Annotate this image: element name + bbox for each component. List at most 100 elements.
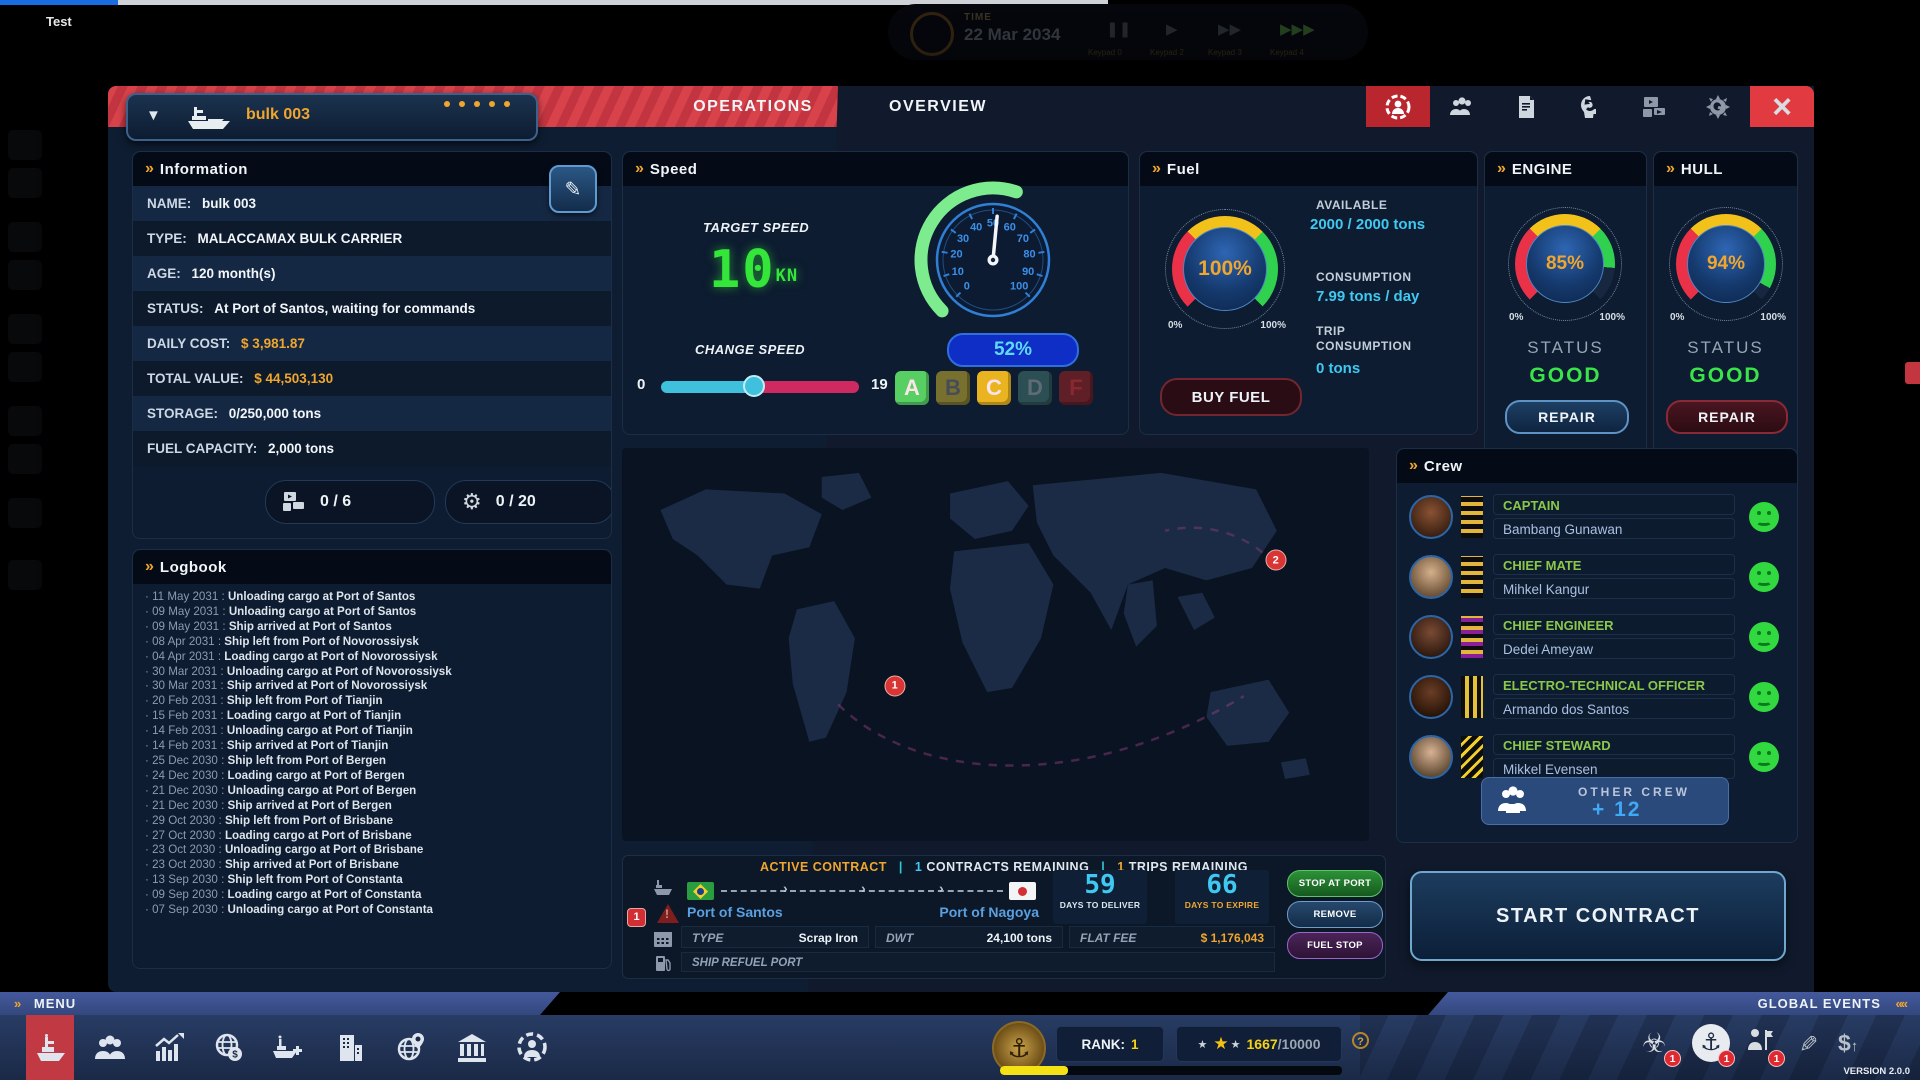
speed-header: » Speed (623, 152, 1128, 186)
crew-member-row[interactable]: ELECTRO-TECHNICAL OFFICER Armando dos Sa… (1397, 673, 1797, 721)
experience-panel: ★ ★ ★ 1667 /10000 (1176, 1026, 1342, 1062)
speed-slider-knob[interactable] (743, 375, 766, 397)
nav-staff-icon[interactable] (86, 1015, 134, 1080)
maintenance-count: 0 / 20 (495, 493, 536, 510)
date-dial-icon (910, 12, 954, 56)
help-icon[interactable]: ? (1352, 1032, 1369, 1049)
crew-role: CAPTAIN (1493, 494, 1735, 515)
advertising-icon[interactable] (1622, 86, 1686, 127)
contracts-icon[interactable] (1494, 86, 1558, 127)
fuel-stop-button[interactable]: FUEL STOP (1287, 932, 1383, 959)
consumption-label: CONSUMPTION (1316, 270, 1412, 284)
crew-member-row[interactable]: CHIEF MATE Mihkel Kangur (1397, 553, 1797, 601)
crew-member-row[interactable]: CAPTAIN Bambang Gunawan (1397, 493, 1797, 541)
alert-count-badge: 1 (1718, 1050, 1735, 1067)
play-icon[interactable]: ▶ (1166, 21, 1178, 38)
pause-icon[interactable]: ❚❚ (1106, 21, 1132, 38)
advertising-counter[interactable]: 0 / 6 (265, 480, 435, 524)
nav-market-icon[interactable]: $ (205, 1015, 253, 1080)
ship-selector-dropdown[interactable]: ▼ bulk 003 (126, 93, 538, 141)
logbook-entry: · 29 Oct 2030 : Ship left from Port of B… (145, 813, 394, 827)
maintenance-icon[interactable] (1686, 86, 1750, 127)
ship-refuel-port-row[interactable]: SHIP REFUEL PORT (681, 952, 1275, 972)
rank-insignia-icon (1461, 736, 1483, 778)
log-date: 07 Sep 2030 (152, 903, 218, 917)
maintenance-counter[interactable]: ⚙ 0 / 20 (445, 480, 611, 524)
warning-triangle-icon (657, 904, 679, 923)
status-value: GOOD (1689, 364, 1762, 387)
info-row: STORAGE: 0/250,000 tons (133, 396, 611, 431)
nav-ports-icon[interactable] (387, 1015, 435, 1080)
log-text: Unloading cargo at Port of Novorossiysk (226, 664, 452, 678)
fastest-forward-icon[interactable]: ▶▶▶ (1280, 21, 1315, 38)
grade-button[interactable]: F (1059, 371, 1093, 405)
grade-button[interactable]: B (936, 371, 970, 405)
log-text: Loading cargo at Port of Constanta (227, 888, 422, 902)
star-icon: ★ (1213, 1034, 1229, 1053)
map-port-marker[interactable]: 2 (1265, 549, 1287, 571)
info-row: TOTAL VALUE: $ 44,503,130 (133, 361, 611, 396)
trip-consumption-label: CONSUMPTION (1316, 339, 1412, 353)
nav-bank-icon[interactable] (448, 1015, 496, 1080)
grade-button[interactable]: D (1018, 371, 1052, 405)
brazil-flag-icon (687, 882, 714, 900)
menu-tab[interactable]: » MENU (0, 992, 560, 1015)
nav-statistics-icon[interactable] (145, 1015, 193, 1080)
chevrons-icon: » (1497, 160, 1506, 177)
other-crew-button[interactable]: OTHER CREW + 12 (1481, 777, 1729, 825)
stop-at-port-button[interactable]: STOP AT PORT (1287, 870, 1383, 897)
pencil-icon[interactable]: ✎ (1795, 1033, 1822, 1054)
crew-member-row[interactable]: CHIEF ENGINEER Dedei Ameyaw (1397, 613, 1797, 661)
nav-captain-icon[interactable] (508, 1015, 556, 1080)
captain-badge-icon[interactable] (1366, 86, 1430, 127)
piracy-alert-icon[interactable]: ☣ (1642, 1028, 1667, 1058)
speed-panel: » Speed TARGET SPEED 10KN CHANGE SPEED 0… (622, 151, 1129, 435)
logbook-entry: · 30 Mar 2031 : Ship arrived at Port of … (145, 679, 428, 693)
days-to-expire-block: 66 DAYS TO EXPIRE (1175, 870, 1269, 924)
avatar (1409, 495, 1453, 539)
money-up-icon[interactable]: $↑ (1838, 1030, 1859, 1056)
titlebar-fragment (0, 0, 118, 5)
crew-alert-icon[interactable] (1744, 1026, 1774, 1063)
keypad-hint: Keypad 3 (1208, 48, 1242, 57)
nav-office-icon[interactable] (326, 1015, 374, 1080)
side-alert-tab[interactable] (1905, 362, 1920, 384)
repair-engine-button[interactable]: REPAIR (1505, 400, 1629, 434)
log-text: Unloading cargo at Port of Santos (228, 604, 417, 618)
route-dashed-line (721, 890, 1003, 892)
engine-panel: » ENGINE 85% 0% 100% STATUS GOOD REPAIR (1484, 151, 1647, 483)
nav-ships-icon[interactable] (26, 1015, 74, 1080)
map-port-marker[interactable]: 1 (884, 675, 906, 697)
xp-total: /10000 (1277, 1036, 1321, 1052)
log-date: 27 Oct 2030 (152, 828, 216, 842)
logbook-entry: · 24 Dec 2030 : Loading cargo at Port of… (145, 768, 405, 782)
status-label: STATUS (1687, 338, 1764, 357)
log-date: 15 Feb 2031 (152, 709, 218, 723)
edit-ship-name-button[interactable]: ✎ (549, 165, 597, 213)
logbook-header: » Logbook (133, 550, 611, 584)
tab-operations[interactable]: OPERATIONS (693, 98, 813, 115)
grade-button[interactable]: A (895, 371, 929, 405)
remove-contract-button[interactable]: REMOVE (1287, 901, 1383, 928)
global-events-tab[interactable]: GLOBAL EVENTS «« (1428, 992, 1920, 1015)
crew-name: Bambang Gunawan (1493, 518, 1735, 539)
speed-slider[interactable] (661, 375, 859, 397)
start-contract-button[interactable]: START CONTRACT (1410, 871, 1786, 961)
fast-forward-icon[interactable]: ▶▶ (1218, 21, 1242, 38)
advertising-icon (282, 490, 306, 514)
grade-button[interactable]: C (977, 371, 1011, 405)
tab-overview[interactable]: OVERVIEW (889, 98, 987, 115)
nav-buy-ship-icon[interactable] (264, 1015, 312, 1080)
close-icon[interactable]: × (1750, 86, 1814, 127)
change-speed-label: CHANGE SPEED (695, 342, 806, 357)
logbook-entry: · 13 Sep 2030 : Ship left from Port of C… (145, 873, 403, 887)
crew-member-row[interactable]: CHIEF STEWARD Mikkel Evensen (1397, 733, 1797, 781)
repair-hull-button[interactable]: REPAIR (1666, 400, 1788, 434)
logbook-entry: · 23 Oct 2030 : Unloading cargo at Port … (145, 843, 424, 857)
crew-icon[interactable] (1430, 86, 1494, 127)
skills-icon[interactable] (1558, 86, 1622, 127)
buy-fuel-button[interactable]: BUY FUEL (1160, 378, 1302, 416)
logbook-list[interactable]: · 11 May 2031 : Unloading cargo at Port … (133, 584, 611, 968)
ship-icon (186, 103, 232, 136)
